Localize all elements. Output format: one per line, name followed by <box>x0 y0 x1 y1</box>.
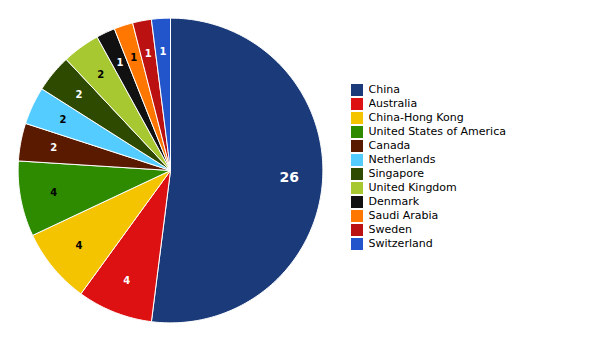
svg-text:2: 2 <box>97 69 104 80</box>
svg-text:26: 26 <box>279 169 298 185</box>
svg-text:2: 2 <box>50 142 57 153</box>
html-text:China: China <box>368 83 400 97</box>
html-text:China-Hong Kong: China-Hong Kong <box>368 111 464 125</box>
svg-text:4: 4 <box>75 240 82 251</box>
svg-text:4: 4 <box>123 275 130 286</box>
html-text:Canada: Canada <box>368 139 411 153</box>
html-text:United Kingdom: United Kingdom <box>368 181 457 195</box>
html-text:United States of America: United States of America <box>368 125 506 139</box>
svg-text:4: 4 <box>50 187 57 198</box>
svg-text:1: 1 <box>160 46 167 57</box>
html-text:Switzerland: Switzerland <box>368 237 433 251</box>
html-text:Singapore: Singapore <box>368 167 424 181</box>
svg-text:2: 2 <box>59 114 66 125</box>
svg-text:1: 1 <box>130 52 137 63</box>
html-text:Netherlands: Netherlands <box>368 153 436 167</box>
svg-text:2: 2 <box>75 89 82 100</box>
html-text:Denmark: Denmark <box>368 195 420 209</box>
html-text:Saudi Arabia: Saudi Arabia <box>368 209 439 223</box>
html-text:Sweden: Sweden <box>368 223 412 237</box>
svg-text:1: 1 <box>116 57 123 68</box>
svg-text:1: 1 <box>145 48 152 59</box>
html-text:Australia: Australia <box>368 97 418 111</box>
